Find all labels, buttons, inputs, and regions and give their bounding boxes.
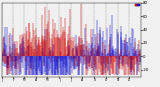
Legend: , : , — [135, 4, 140, 6]
